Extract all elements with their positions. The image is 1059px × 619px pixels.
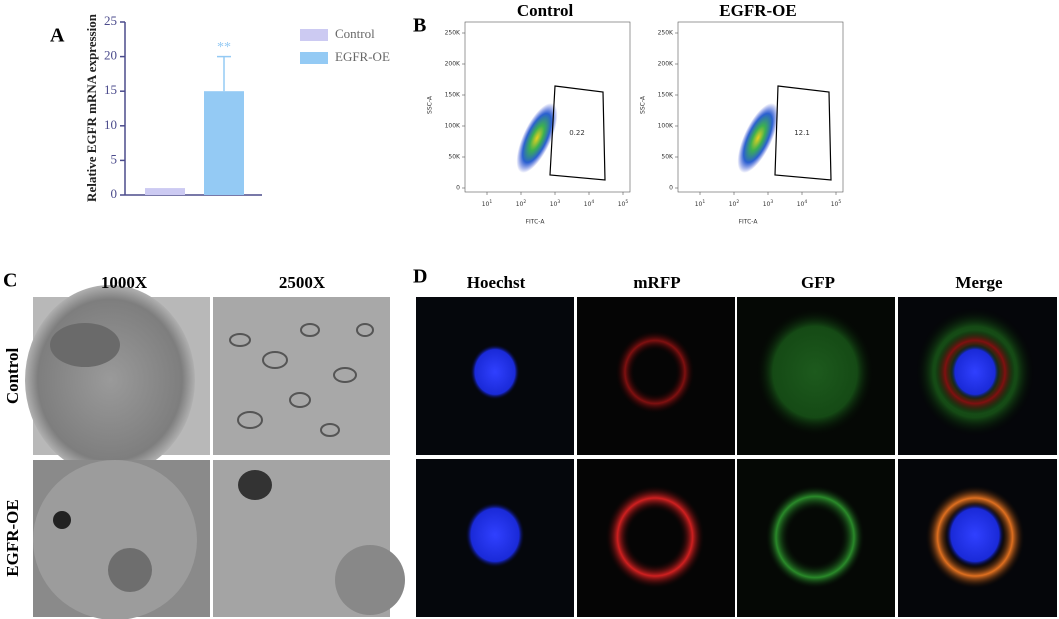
y-tick-label: 50K (448, 154, 461, 161)
plot-frame (464, 21, 631, 193)
x-axis-label: FITC-A (739, 219, 759, 226)
column-header: GFP (801, 273, 835, 292)
panel-label: C (3, 270, 17, 292)
bar (145, 188, 185, 195)
x-axis-label: FITC-A (526, 219, 546, 226)
tick-exp: 2 (736, 199, 739, 205)
y-tick-label: 250K (445, 30, 461, 37)
x-tick-label: 104 (797, 199, 808, 208)
tick-base: 10 (516, 201, 524, 208)
x-tick-label: 103 (550, 199, 561, 208)
column-header: Merge (955, 273, 1003, 292)
x-tick-label: 102 (516, 199, 527, 208)
y-tick-label: 100K (445, 123, 461, 130)
tick-base: 10 (482, 201, 490, 208)
gate-value: 12.1 (794, 129, 810, 137)
panel-label: B (413, 15, 426, 37)
x-tick-label: 101 (695, 199, 706, 208)
x-tick-label: 105 (618, 199, 629, 208)
tick-base: 10 (797, 201, 805, 208)
y-tick-label: 0 (669, 185, 673, 192)
legend-swatch (300, 29, 328, 41)
layout (25, 285, 1057, 619)
tick-exp: 5 (625, 199, 628, 205)
tem-cell (33, 460, 197, 619)
y-tick-label: 200K (658, 61, 674, 68)
y-tick-label: 0 (456, 185, 460, 192)
significance: ** (217, 40, 231, 55)
tem-vacuole (238, 470, 272, 500)
legend-label: Control (335, 26, 375, 41)
tick-exp: 3 (770, 199, 773, 205)
tick-base: 10 (831, 201, 839, 208)
panel-label: A (50, 25, 65, 47)
legend-label: EGFR-OE (335, 49, 390, 64)
density-cloud (737, 103, 779, 173)
x-tick-label: 105 (831, 199, 842, 208)
plot-frame (677, 21, 844, 193)
tick-exp: 3 (557, 199, 560, 205)
gate (774, 85, 832, 181)
y-tick-label: 250K (658, 30, 674, 37)
tick-exp: 5 (838, 199, 841, 205)
plot-title: EGFR-OE (719, 1, 796, 20)
y-axis-label: Relative EGFR mRNA expression (84, 13, 99, 202)
tem-nucleus (335, 545, 405, 615)
tick-exp: 1 (702, 199, 705, 205)
tem-organelles (229, 323, 374, 437)
y-tick-label: 150K (445, 92, 461, 99)
panel-label: D (413, 266, 427, 288)
tick-base: 10 (584, 201, 592, 208)
tick-exp: 4 (804, 199, 807, 205)
tem-nucleus (108, 548, 152, 592)
x-tick-label: 102 (729, 199, 740, 208)
tem-cell (25, 285, 195, 475)
y-tick-label: 0 (111, 186, 118, 201)
gate-value: 0.22 (569, 129, 585, 137)
tem-vacuole (53, 511, 71, 529)
density-cloud (516, 103, 558, 173)
column-header: Hoechst (467, 273, 526, 292)
x-tick-label: 101 (482, 199, 493, 208)
y-tick-label: 25 (104, 13, 117, 28)
tick-base: 10 (729, 201, 737, 208)
x-tick-label: 103 (763, 199, 774, 208)
tick-base: 10 (618, 201, 626, 208)
gate (549, 85, 606, 181)
row-header: Control (3, 348, 22, 405)
bar (204, 91, 244, 195)
tick-base: 10 (550, 201, 558, 208)
tick-exp: 2 (523, 199, 526, 205)
tem-nucleus (50, 323, 120, 367)
y-tick-label: 100K (658, 123, 674, 130)
column-header: 2500X (279, 273, 326, 292)
y-axis-label: SSC-A (427, 95, 434, 114)
row-header: EGFR-OE (3, 499, 22, 576)
y-tick-label: 5 (111, 151, 118, 166)
tick-exp: 1 (489, 199, 492, 205)
y-tick-label: 150K (658, 92, 674, 99)
y-axis-label: SSC-A (640, 95, 647, 114)
y-tick-label: 10 (104, 117, 117, 132)
y-tick-label: 50K (661, 154, 674, 161)
fluorescence-images (416, 297, 1057, 617)
tick-base: 10 (763, 201, 771, 208)
column-header: 1000X (101, 273, 148, 292)
tick-exp: 4 (591, 199, 594, 205)
legend-swatch (300, 52, 328, 64)
x-tick-label: 104 (584, 199, 595, 208)
tick-base: 10 (695, 201, 703, 208)
column-header: mRFP (633, 273, 680, 292)
plot-title: Control (517, 1, 574, 20)
y-tick-label: 20 (104, 48, 117, 63)
y-tick-label: 200K (445, 61, 461, 68)
tem-image (213, 297, 390, 455)
y-tick-label: 15 (104, 82, 117, 97)
